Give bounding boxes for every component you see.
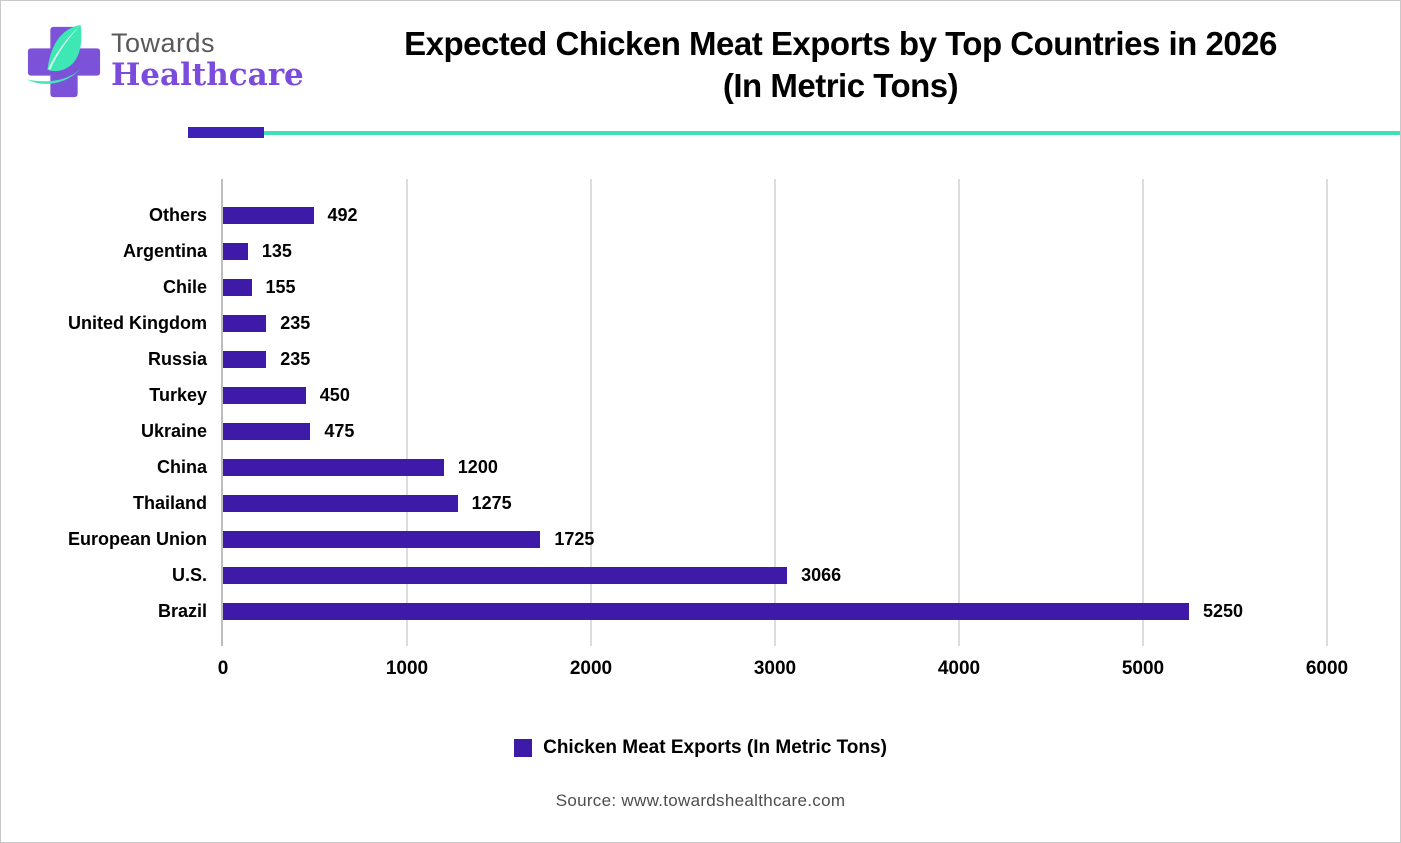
- towards-healthcare-logo-icon: [26, 24, 101, 98]
- category-label: U.S.: [171, 564, 207, 585]
- bar-value-label: 1200: [457, 456, 498, 477]
- bar-value-label: 450: [319, 384, 350, 405]
- bar: [223, 278, 252, 296]
- x-axis-tick-label: 1000: [385, 658, 429, 679]
- brand-name-healthcare: Healthcare: [111, 57, 304, 94]
- bar-row: 235: [223, 305, 1327, 341]
- bar-row: 3066: [223, 557, 1327, 593]
- category-label: Chile: [162, 276, 207, 297]
- gridline: [958, 179, 960, 646]
- chart-plot-area: Others Argentina Chile United Kingdom Russia…: [1, 179, 1328, 646]
- bar-row: 135: [223, 233, 1327, 269]
- bar: [223, 422, 311, 440]
- bar: [223, 458, 444, 476]
- x-axis-tick-label: 5000: [1121, 658, 1165, 679]
- bar-value-label: 492: [327, 204, 358, 225]
- legend: Chicken Meat Exports (In Metric Tons): [1, 737, 1400, 759]
- bar: [223, 494, 458, 512]
- category-label: Argentina: [122, 240, 207, 261]
- x-axis-tick-label: 6000: [1305, 658, 1349, 679]
- bar-row: 1725: [223, 521, 1327, 557]
- gridline: [406, 179, 408, 646]
- bar-row: 450: [223, 377, 1327, 413]
- bar: [223, 350, 267, 368]
- x-axis-tick-label: 0: [217, 658, 229, 679]
- bar: [223, 602, 1189, 620]
- bar: [223, 206, 314, 224]
- category-label: Brazil: [157, 600, 207, 621]
- bar-value-label: 5250: [1203, 600, 1244, 621]
- source-credit: Source: www.towardshealthcare.com: [555, 791, 846, 810]
- bar-track-area: 492 135 155 235 235 450 475 1200 1275 1725 3066 525…: [221, 179, 1328, 646]
- bar-rows: 492 135 155 235 235 450 475 1200 1275 1725 3066 525…: [223, 179, 1327, 646]
- bar-row: 1275: [223, 485, 1327, 521]
- bar-row: 492: [223, 197, 1327, 233]
- bar-row: 155: [223, 269, 1327, 305]
- chart-title-line1: Expected Chicken Meat Exports by Top Cou…: [404, 25, 1277, 62]
- bar-value-label: 235: [280, 312, 311, 333]
- bar-value-label: 155: [265, 276, 296, 297]
- bar-chart: Others Argentina Chile United Kingdom Russia…: [1, 179, 1348, 684]
- bar-value-label: 3066: [801, 564, 842, 585]
- bar-value-label: 235: [280, 348, 311, 369]
- x-axis-tick-label: 3000: [753, 658, 797, 679]
- bar-row: 475: [223, 413, 1327, 449]
- bar-value-label: 135: [261, 240, 292, 261]
- gridline: [590, 179, 592, 646]
- category-label: Ukraine: [140, 420, 207, 441]
- x-axis-tick-label: 4000: [937, 658, 981, 679]
- brand-logo-block: Towards Healthcare: [25, 21, 304, 101]
- header-divider: [1, 127, 1400, 141]
- bar-row: 5250: [223, 593, 1327, 629]
- bar: [223, 242, 248, 260]
- bar-value-label: 1725: [554, 528, 595, 549]
- category-label: European Union: [68, 528, 207, 549]
- bar: [223, 530, 541, 548]
- bar-row: 235: [223, 341, 1327, 377]
- bar: [223, 386, 306, 404]
- category-label: Thailand: [132, 492, 207, 513]
- legend-swatch-icon: [514, 739, 533, 757]
- brand-name-towards: Towards: [111, 28, 216, 58]
- category-axis: Others Argentina Chile United Kingdom Russia…: [1, 179, 221, 646]
- category-label: Russia: [147, 348, 207, 369]
- legend-label: Chicken Meat Exports (In Metric Tons): [543, 737, 887, 758]
- category-label: Others: [148, 204, 207, 225]
- chart-title: Expected Chicken Meat Exports by Top Cou…: [296, 23, 1385, 107]
- header: Towards Healthcare Expected Chicken Meat…: [1, 1, 1400, 127]
- bar-value-label: 1275: [471, 492, 512, 513]
- x-axis: 0 1000 2000 3000 4000 5000 6000: [218, 658, 1348, 684]
- bar: [223, 566, 788, 584]
- x-axis-tick-label: 2000: [569, 658, 613, 679]
- gridline: [1326, 179, 1328, 646]
- divider-line: [264, 131, 1400, 135]
- bar-value-label: 475: [324, 420, 355, 441]
- category-label: China: [156, 456, 207, 477]
- category-label: Turkey: [149, 384, 207, 405]
- brand-text: Towards Healthcare: [111, 21, 304, 94]
- gridline: [774, 179, 776, 646]
- bar: [223, 314, 267, 332]
- category-label: United Kingdom: [68, 312, 207, 333]
- bar-row: 1200: [223, 449, 1327, 485]
- divider-accent-bar: [188, 127, 264, 138]
- chart-title-line2: (In Metric Tons): [722, 67, 959, 105]
- gridline: [1142, 179, 1144, 646]
